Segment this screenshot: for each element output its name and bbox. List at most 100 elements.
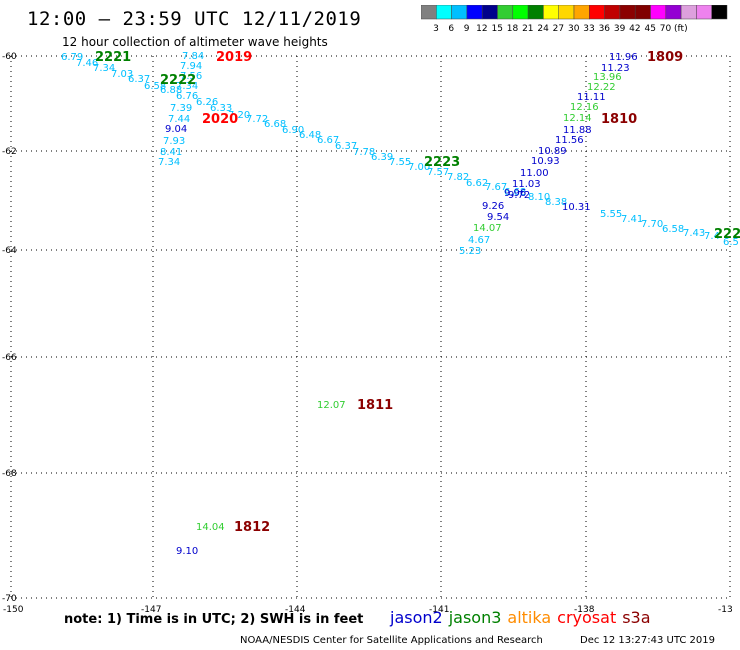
credit-line: NOAA/NESDIS Center for Satellite Applica… [240, 635, 543, 646]
wave-height-value: 11.23 [601, 63, 630, 74]
longitude-tick: -13 [718, 605, 733, 615]
wave-height-value: 6.26 [196, 97, 218, 108]
scale-label: 12 [476, 24, 487, 33]
wave-height-value: 7.34 [176, 81, 198, 92]
pass-labels: 2221 2019 2222 2020 2223 1809 1810 222 1811 1812 [95, 50, 740, 535]
pass-id-label: 1812 [234, 520, 270, 535]
wave-height-value: 7.72 [246, 114, 268, 125]
scale-label: 27 [553, 24, 564, 33]
scale-swatch [711, 5, 728, 20]
pass-id-label: 2221 [95, 50, 131, 65]
longitude-tick: -144 [285, 605, 306, 615]
pass-id-label: 2222 [160, 73, 196, 88]
scale-label: 6 [448, 24, 454, 33]
wave-height-value: 6.37 [128, 74, 150, 85]
wave-height-value: 10.89 [538, 146, 567, 157]
longitude-tick: -147 [141, 605, 161, 615]
wave-height-value: 5.23 [459, 246, 481, 257]
wave-height-value: 8.38 [545, 197, 567, 208]
longitude-tick: -141 [429, 605, 449, 615]
wave-height-value: 9.96 [504, 188, 526, 199]
axis-ticks: -60 -62 -64 -66 -68 -70-150 -147 -144 -141 -138 -1… [2, 52, 733, 615]
wave-height-value: 8.41 [160, 147, 182, 158]
satellite-jason2: jason2 [390, 608, 443, 627]
wave-height-value: 7.82 [447, 172, 469, 183]
wave-height-value: 10.93 [531, 156, 560, 167]
wave-height-value: 6.68 [264, 119, 286, 130]
wave-height-value: 11.88 [563, 125, 592, 136]
scale-label: 15 [491, 24, 502, 33]
wave-height-value: 7.94 [180, 61, 202, 72]
wave-height-value: 6.90 [282, 125, 304, 136]
wave-height-value: 11.00 [520, 168, 549, 179]
wave-height-value: 9.72 [508, 190, 530, 201]
latitude-tick: -62 [2, 147, 17, 157]
wave-height-value: 7.93 [163, 136, 185, 147]
wave-height-value: 12.07 [317, 400, 346, 411]
pass-id-label: 1811 [357, 398, 393, 413]
scale-label: 18 [507, 24, 519, 33]
wave-height-value: 7.39 [170, 103, 192, 114]
wave-height-value: 9.10 [176, 546, 198, 557]
wave-height-value: 6.5 [723, 237, 739, 248]
wave-height-value: 7.57 [427, 167, 449, 178]
wave-height-value: 9.54 [487, 212, 509, 223]
wave-height-value: 7.70 [641, 219, 663, 230]
wave-height-value: 7.56 [180, 71, 202, 82]
wave-height-value: 11.11 [577, 92, 606, 103]
wave-height-value: 4.67 [468, 235, 490, 246]
wave-height-value: 6.88 [160, 85, 182, 96]
latitude-tick: -60 [2, 52, 17, 62]
longitude-tick: -138 [574, 605, 595, 615]
wave-height-value: 14.07 [473, 223, 502, 234]
pass-id-label: 222 [714, 227, 740, 242]
wave-height-value: 10.31 [562, 202, 591, 213]
scale-label: 36 [599, 24, 611, 33]
scale-label: 33 [583, 24, 594, 33]
scale-label: 9 [464, 24, 470, 33]
wave-height-value: 11.03 [512, 179, 541, 190]
generated-timestamp: Dec 12 13:27:43 UTC 2019 [580, 635, 715, 646]
wave-height-value: 12.14 [563, 113, 592, 124]
scale-label: 42 [629, 24, 640, 33]
wave-height-value: 6.67 [317, 135, 339, 146]
wave-height-observations: 6.797.467.347.036.376.586.887.847.947.56… [61, 51, 739, 557]
latitude-tick: -68 [2, 469, 17, 479]
scale-label: 70 [660, 24, 672, 33]
longitude-tick: -150 [3, 605, 24, 615]
wave-height-value: 7.67 [485, 182, 507, 193]
wave-height-value: 13.96 [593, 72, 622, 83]
wave-height-value: 6.58 [662, 224, 684, 235]
wave-height-value: 12.22 [587, 82, 616, 93]
scale-label: 24 [537, 24, 549, 33]
wave-height-value: 5.55 [600, 209, 622, 220]
wave-height-value: 8.10 [528, 192, 550, 203]
wave-height-value: 6.68 [504, 187, 526, 198]
footnote: note: 1) Time is in UTC; 2) SWH is in fe… [64, 612, 364, 627]
wave-height-value: 7.00 [408, 162, 430, 173]
wave-height-value: 7.4 [704, 231, 720, 242]
wave-height-value: 11.56 [555, 135, 584, 146]
pass-id-label: 2223 [424, 155, 460, 170]
pass-id-label: 1809 [647, 50, 683, 65]
wave-height-value: 7.84 [182, 51, 204, 62]
wave-height-value: 7.41 [621, 214, 643, 225]
wave-height-value: 9.04 [165, 124, 187, 135]
latitude-tick: -66 [2, 353, 17, 363]
wave-height-value: 7.46 [76, 58, 98, 69]
wave-height-value: 7.43 [683, 228, 705, 239]
map-subtitle: 12 hour collection of altimeter wave hei… [62, 35, 328, 49]
wave-height-value: 7.34 [158, 157, 180, 168]
wave-height-value: 6.58 [144, 81, 166, 92]
wave-height-value: 11.96 [609, 52, 638, 63]
latitude-tick: -64 [2, 246, 17, 256]
scale-label: 39 [614, 24, 626, 33]
scale-label: (ft) [674, 24, 688, 33]
satellite-cryosat: cryosat [557, 608, 617, 627]
scale-label: 30 [568, 24, 580, 33]
map-title: 12:00 – 23:59 UTC 12/11/2019 [27, 8, 362, 30]
wave-height-value: 6.48 [299, 130, 321, 141]
wave-height-value: 7.34 [93, 63, 115, 74]
wave-height-value: 7.78 [353, 147, 375, 158]
